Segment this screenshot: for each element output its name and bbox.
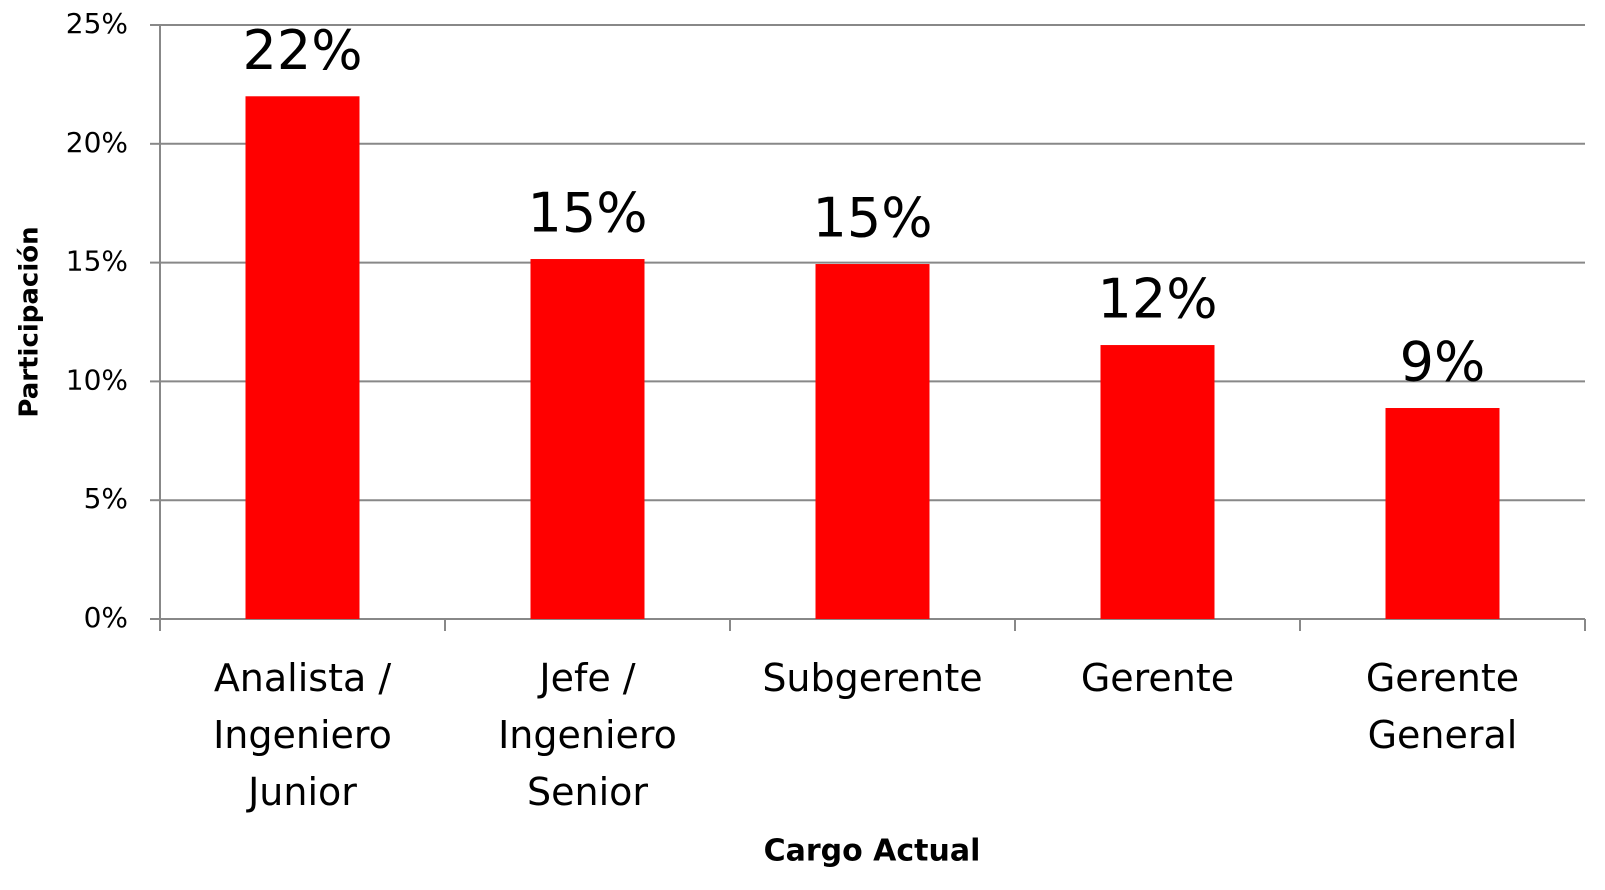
- y-tick-label: 5%: [84, 482, 128, 515]
- bar: [245, 96, 360, 619]
- y-axis-title: Participación: [15, 226, 45, 417]
- data-label: 9%: [1400, 331, 1486, 394]
- x-tick-label: Analista / Ingeniero Junior: [213, 656, 392, 814]
- y-tick-label: 25%: [66, 7, 128, 40]
- bar: [815, 264, 930, 619]
- data-label: 15%: [812, 187, 932, 250]
- bar: [530, 259, 645, 619]
- data-label: 12%: [1097, 268, 1217, 331]
- y-tick-label: 10%: [66, 363, 128, 396]
- x-tick-label: Subgerente: [762, 656, 983, 700]
- y-tick-label: 15%: [66, 245, 128, 278]
- x-tick-label: Gerente General: [1365, 656, 1520, 757]
- bar: [1385, 408, 1500, 619]
- x-tick-label: Gerente: [1080, 656, 1235, 700]
- data-label: 22%: [242, 19, 362, 82]
- y-tick-label: 20%: [66, 126, 128, 159]
- x-tick-label: Jefe / Ingeniero Senior: [498, 656, 677, 814]
- data-label: 15%: [527, 182, 647, 245]
- y-tick-label: 0%: [84, 601, 128, 634]
- bar: [1100, 345, 1215, 619]
- x-axis-title: Cargo Actual: [764, 834, 981, 869]
